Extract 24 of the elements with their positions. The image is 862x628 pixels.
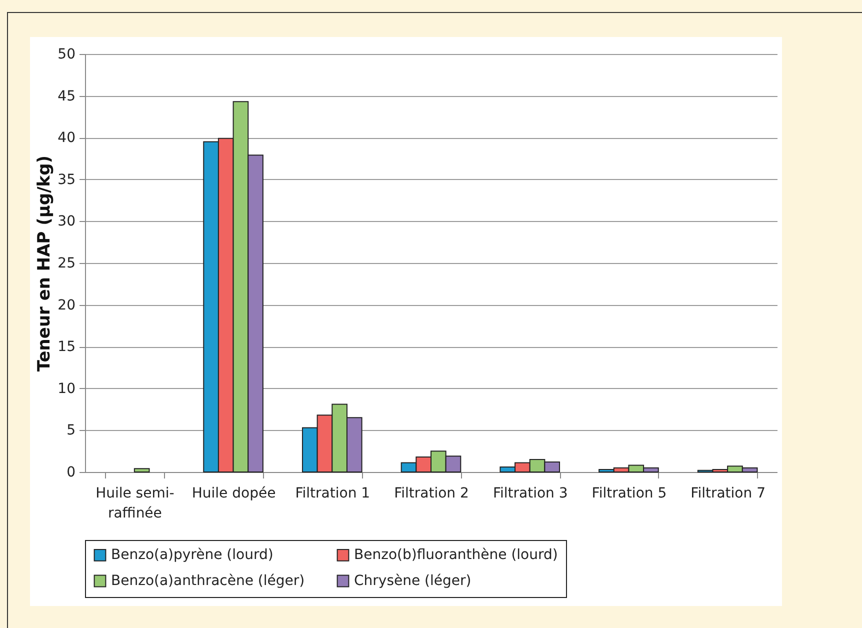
y-tick-label: 20 [58,297,76,314]
legend-label: Benzo(a)anthracène (léger) [111,573,305,589]
legend-label: Benzo(a)pyrène (lourd) [111,547,274,564]
x-tick-label: Huile dopée [192,486,276,502]
x-tick-label: Filtration 5 [592,486,667,502]
legend-label: Benzo(b)fluoranthène (lourd) [354,547,558,564]
legend-label: Chrysène (léger) [354,573,472,589]
bar [134,468,150,472]
y-tick-label: 45 [58,88,76,104]
y-tick-label: 5 [66,422,76,439]
y-tick-label: 25 [58,256,76,272]
x-tick-label: Filtration 1 [295,486,370,502]
y-tick-label: 10 [58,380,76,397]
y-tick-label: 50 [58,46,76,62]
x-tick-label: Filtration 3 [492,486,568,502]
y-tick-label: 15 [58,339,76,356]
x-tick-label: Filtration 7 [690,486,766,502]
y-tick-label: 30 [58,214,76,230]
y-tick-label: 0 [66,464,76,480]
x-tick-label: Huile semi-raffinée [96,486,174,522]
y-tick-label: 35 [58,172,76,188]
y-axis-title: Teneur en HAP (µg/kg) [34,155,55,372]
y-tick-label: 40 [58,130,76,146]
x-tick-label: Filtration 2 [394,486,469,502]
